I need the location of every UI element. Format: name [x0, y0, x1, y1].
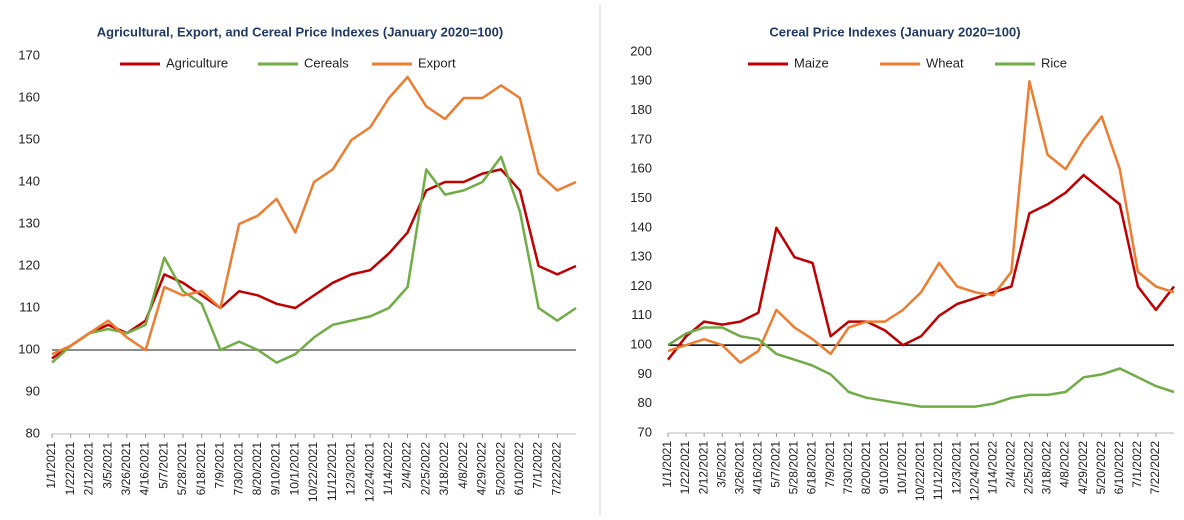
x-tick-label: 11/12/2021 [931, 441, 945, 500]
y-tick-label: 170 [630, 131, 652, 146]
y-tick-label: 100 [18, 341, 40, 356]
y-tick-label: 140 [18, 173, 40, 188]
y-tick-label: 140 [630, 219, 652, 234]
x-tick-label: 7/1/2022 [531, 442, 545, 489]
x-tick-label: 7/22/2022 [549, 442, 563, 496]
x-tick-label: 5/28/2021 [787, 441, 801, 495]
x-tick-label: 10/22/2021 [306, 442, 320, 502]
x-tick-label: 3/26/2021 [732, 441, 746, 495]
x-tick-label: 12/3/2021 [344, 442, 358, 496]
y-tick-label: 180 [630, 102, 652, 117]
legend-label: Cereals [304, 55, 349, 70]
x-tick-label: 2/4/2022 [400, 442, 414, 489]
x-tick-label: 3/18/2022 [1040, 441, 1054, 495]
y-tick-label: 150 [18, 131, 40, 146]
y-tick-label: 110 [631, 307, 652, 322]
y-tick-label: 100 [630, 337, 652, 352]
legend-label: Maize [794, 55, 829, 70]
chart-title: Cereal Price Indexes (January 2020=100) [769, 24, 1020, 39]
legend-label: Export [418, 55, 456, 70]
y-tick-label: 160 [630, 161, 652, 176]
y-tick-label: 120 [630, 278, 652, 293]
x-tick-label: 3/18/2022 [437, 442, 451, 496]
x-tick-label: 4/16/2021 [138, 442, 152, 496]
x-tick-label: 3/5/2021 [100, 442, 114, 489]
x-tick-label: 5/28/2021 [175, 442, 189, 496]
legend-label: Wheat [926, 55, 964, 70]
x-tick-label: 7/1/2022 [1130, 441, 1144, 488]
x-tick-label: 6/10/2022 [1112, 441, 1126, 495]
x-tick-label: 2/25/2022 [418, 442, 432, 496]
x-tick-label: 11/12/2021 [325, 442, 339, 501]
x-tick-label: 5/7/2021 [156, 442, 170, 489]
y-tick-label: 190 [630, 73, 652, 88]
x-tick-label: 2/12/2021 [82, 442, 96, 496]
y-tick-label: 90 [26, 383, 40, 398]
x-tick-label: 5/7/2021 [769, 441, 783, 488]
x-tick-label: 3/26/2021 [119, 442, 133, 496]
y-tick-label: 200 [630, 43, 652, 58]
x-tick-label: 8/20/2021 [250, 442, 264, 496]
x-tick-label: 3/5/2021 [714, 441, 728, 488]
x-tick-label: 4/8/2022 [456, 442, 470, 489]
y-tick-label: 90 [638, 366, 652, 381]
y-tick-label: 80 [638, 395, 652, 410]
x-tick-label: 2/12/2021 [696, 441, 710, 495]
x-tick-label: 1/22/2021 [63, 442, 77, 496]
y-tick-label: 130 [18, 215, 40, 230]
y-tick-label: 170 [18, 47, 40, 62]
chart-title: Agricultural, Export, and Cereal Price I… [97, 24, 503, 39]
x-tick-label: 6/18/2021 [805, 441, 819, 495]
y-tick-label: 130 [630, 249, 652, 264]
series-line [667, 80, 1175, 364]
series-line [51, 75, 577, 356]
x-tick-label: 12/24/2021 [362, 442, 376, 502]
x-tick-label: 4/16/2021 [751, 441, 765, 495]
x-tick-label: 4/29/2022 [475, 442, 489, 496]
series-line [51, 168, 577, 360]
y-tick-label: 110 [19, 299, 40, 314]
x-tick-label: 5/20/2022 [1094, 441, 1108, 495]
x-tick-label: 1/14/2022 [985, 441, 999, 495]
y-tick-label: 160 [18, 89, 40, 104]
x-tick-label: 2/25/2022 [1022, 441, 1036, 495]
y-tick-label: 150 [630, 190, 652, 205]
x-tick-label: 9/10/2021 [877, 441, 891, 495]
x-tick-label: 6/18/2021 [194, 442, 208, 496]
x-tick-label: 1/1/2021 [44, 442, 58, 489]
x-tick-label: 4/8/2022 [1058, 441, 1072, 488]
series-line [667, 173, 1175, 361]
x-tick-label: 4/29/2022 [1076, 441, 1090, 495]
y-tick-label: 70 [638, 424, 652, 439]
legend-label: Agriculture [166, 55, 228, 70]
legend-label: Rice [1041, 55, 1067, 70]
x-tick-label: 9/10/2021 [269, 442, 283, 496]
series-line [667, 326, 1175, 408]
x-tick-label: 10/1/2021 [287, 442, 301, 496]
x-tick-label: 8/20/2021 [859, 441, 873, 495]
x-tick-label: 7/9/2021 [213, 442, 227, 489]
series-line [51, 155, 577, 364]
x-tick-label: 5/20/2022 [493, 442, 507, 496]
x-tick-label: 2/4/2022 [1004, 441, 1018, 488]
x-tick-label: 12/3/2021 [949, 441, 963, 495]
x-tick-label: 7/30/2021 [231, 442, 245, 496]
x-tick-label: 1/1/2021 [660, 441, 674, 488]
x-tick-label: 10/1/2021 [895, 441, 909, 495]
x-tick-label: 6/10/2022 [512, 442, 526, 496]
x-tick-label: 12/24/2021 [967, 441, 981, 501]
y-tick-label: 80 [26, 425, 40, 440]
x-tick-label: 10/22/2021 [913, 441, 927, 501]
x-tick-label: 7/9/2021 [823, 441, 837, 488]
x-tick-label: 7/22/2022 [1148, 441, 1162, 495]
y-tick-label: 120 [18, 257, 40, 272]
x-tick-label: 1/22/2021 [678, 441, 692, 495]
x-tick-label: 7/30/2021 [841, 441, 855, 495]
x-tick-label: 1/14/2022 [381, 442, 395, 496]
